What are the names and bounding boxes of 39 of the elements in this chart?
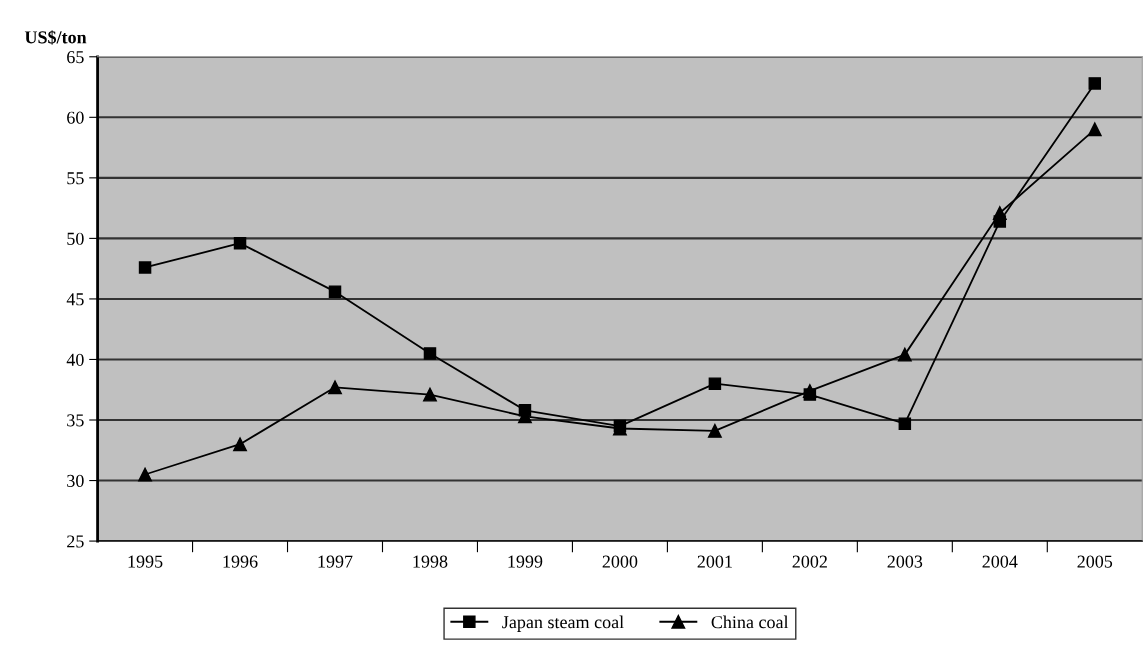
point: [707, 423, 722, 438]
point: [138, 261, 152, 274]
point: [708, 377, 722, 390]
y-axis-title: US$/ton: [24, 30, 87, 45]
x-tick-label: 2005: [1077, 555, 1113, 568]
y-tick-label: 35: [67, 414, 84, 427]
y-tick-label: 50: [67, 232, 84, 245]
point: [138, 467, 153, 482]
point: [897, 347, 912, 362]
x-tick-label: 1996: [223, 555, 258, 568]
point: [328, 285, 342, 298]
y-tick-label: 55: [67, 172, 84, 185]
point: [1087, 122, 1102, 137]
point: [898, 417, 912, 430]
legend-label: Japan steam coal: [502, 615, 624, 632]
x-tick-label: 2001: [697, 555, 732, 568]
x-tick-label: 1995: [128, 555, 163, 568]
x-tick-label: 1997: [318, 555, 353, 568]
x-tick-label: 1999: [508, 555, 543, 568]
point: [802, 384, 817, 398]
y-tick-label: 25: [67, 535, 84, 548]
y-tick-label: 30: [67, 474, 84, 487]
point: [423, 347, 437, 360]
x-tick-label: 2003: [887, 555, 923, 568]
y-tick-label: 45: [66, 293, 84, 306]
point: [233, 437, 247, 452]
x-tick-label: 2002: [792, 555, 827, 568]
x-tick-label: 2004: [982, 555, 1018, 568]
y-tick-label: 40: [66, 353, 84, 366]
x-tick-label: 2000: [602, 555, 638, 568]
point: [328, 380, 342, 395]
x-tick-label: 1998: [413, 555, 448, 568]
point: [423, 387, 437, 402]
legend-label: China coal: [711, 615, 789, 629]
y-tick-label: 65: [67, 51, 84, 64]
point: [233, 236, 247, 250]
point: [1088, 77, 1102, 90]
point: [992, 206, 1007, 220]
y-tick-label: 60: [67, 111, 84, 124]
